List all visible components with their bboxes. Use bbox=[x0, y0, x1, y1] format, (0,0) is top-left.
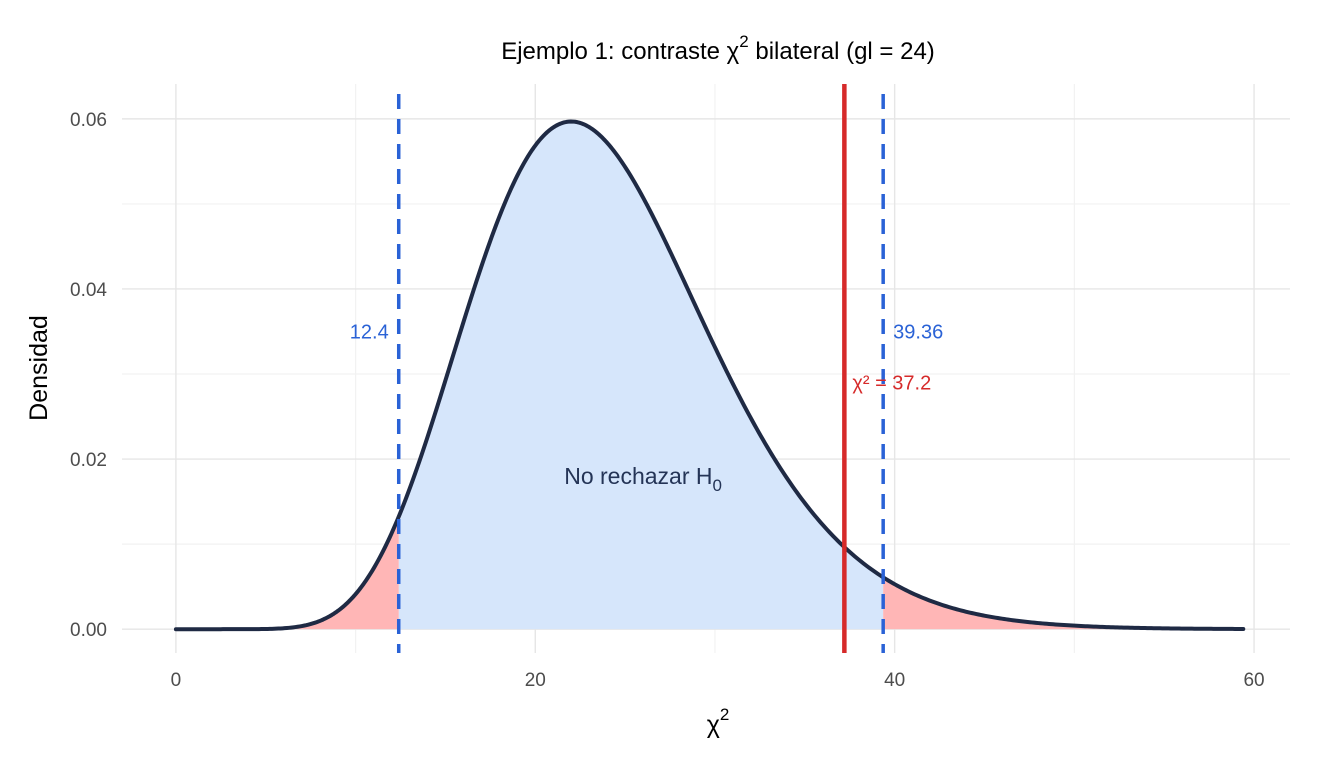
x-tick-label: 60 bbox=[1243, 670, 1264, 691]
acceptance-region-area bbox=[398, 121, 884, 630]
y-axis-label: Densidad bbox=[25, 315, 53, 421]
y-tick-label: 0.02 bbox=[70, 450, 107, 471]
chart-title-main: Ejemplo 1: contraste χ bbox=[501, 38, 739, 65]
x-tick-label: 0 bbox=[171, 670, 182, 691]
test-statistic-label: χ² = 37.2 bbox=[852, 373, 931, 395]
x-axis-label-main: χ bbox=[707, 711, 720, 739]
acceptance-region-label: No rechazar H0 bbox=[564, 463, 722, 495]
y-tick-label: 0.04 bbox=[70, 280, 107, 301]
x-tick-label: 40 bbox=[884, 670, 905, 691]
y-axis-tick-labels: 0.00 0.02 0.04 0.06 bbox=[70, 110, 107, 641]
acceptance-region-label-main: No rechazar H bbox=[564, 463, 712, 489]
chart-title-rest: bilateral (gl = 24) bbox=[749, 38, 935, 65]
density-curve bbox=[173, 119, 1246, 632]
x-axis-tick-labels: 0 20 40 60 bbox=[171, 670, 1265, 691]
chart-title-superscript: 2 bbox=[739, 32, 748, 51]
lower-rejection-region-area bbox=[175, 516, 399, 630]
upper-critical-value-label: 39.36 bbox=[893, 322, 943, 344]
upper-rejection-region-area bbox=[883, 577, 1244, 630]
y-tick-label: 0.06 bbox=[70, 110, 107, 131]
chart-title: Ejemplo 1: contraste χ2 bilateral (gl = … bbox=[501, 32, 935, 65]
acceptance-region-label-subscript: 0 bbox=[713, 476, 722, 495]
x-axis-label: χ2 bbox=[707, 705, 730, 739]
y-tick-label: 0.00 bbox=[70, 620, 107, 641]
x-axis-label-superscript: 2 bbox=[720, 705, 729, 724]
x-tick-label: 20 bbox=[525, 670, 546, 691]
lower-critical-value-label: 12.4 bbox=[350, 322, 389, 344]
